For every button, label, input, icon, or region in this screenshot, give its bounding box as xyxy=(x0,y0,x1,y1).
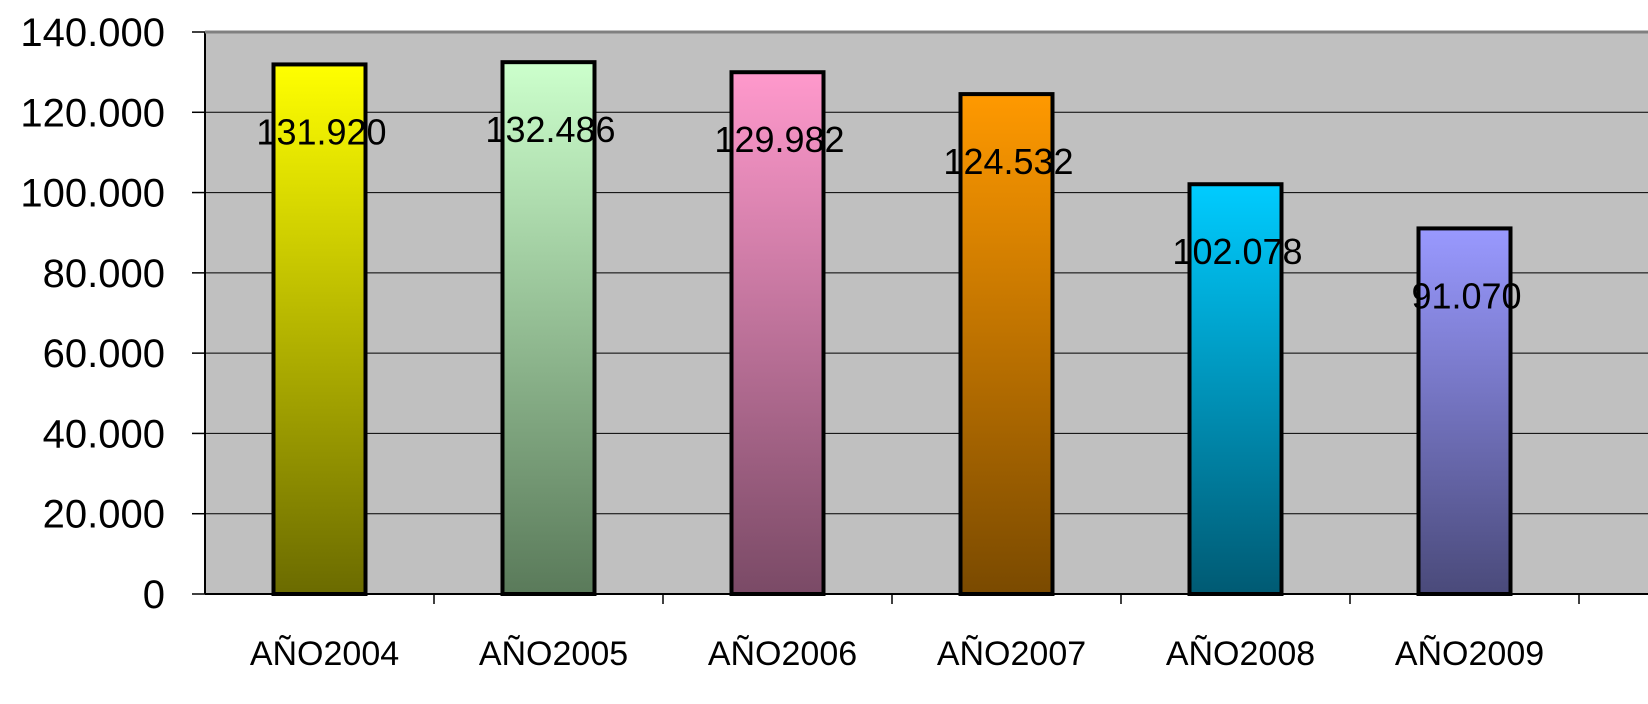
y-tick-label: 20.000 xyxy=(43,493,165,537)
y-tick-label: 120.000 xyxy=(20,91,165,135)
x-tick-label: AÑO2005 xyxy=(479,635,628,673)
data-label: 124.532 xyxy=(943,141,1073,182)
x-tick-label: AÑO2008 xyxy=(1166,635,1315,673)
axes xyxy=(192,30,1648,604)
bar-AÑO2008 xyxy=(1187,182,1284,596)
x-tick-label: AÑO2004 xyxy=(250,635,399,673)
y-tick-label: 0 xyxy=(143,573,165,617)
y-tick-label: 60.000 xyxy=(43,332,165,376)
x-tick-label: AÑO2006 xyxy=(708,635,857,673)
labels: 0 20.000 40.000 60.000 80.000 100.000 120.000 1… xyxy=(20,11,1544,673)
y-tick-label: 40.000 xyxy=(43,412,165,456)
bars xyxy=(271,60,1513,597)
data-label: 131.920 xyxy=(256,111,386,152)
data-label: 129.982 xyxy=(714,119,844,160)
bar-AÑO2006 xyxy=(729,70,826,597)
plot-area xyxy=(205,32,1648,594)
bar-AÑO2009 xyxy=(1416,226,1513,596)
y-tick-label: 140.000 xyxy=(20,11,165,55)
data-label: 102.078 xyxy=(1172,231,1302,272)
bar-AÑO2005 xyxy=(500,60,597,597)
x-tick-label: AÑO2009 xyxy=(1395,635,1544,673)
bar-AÑO2007 xyxy=(958,92,1055,597)
bar-AÑO2004 xyxy=(271,62,368,596)
y-tick-label: 80.000 xyxy=(43,252,165,296)
x-tick-label: AÑO2007 xyxy=(937,635,1086,673)
data-label: 132.486 xyxy=(485,109,615,150)
y-tick-label: 100.000 xyxy=(20,172,165,216)
data-label: 91.070 xyxy=(1411,275,1521,316)
